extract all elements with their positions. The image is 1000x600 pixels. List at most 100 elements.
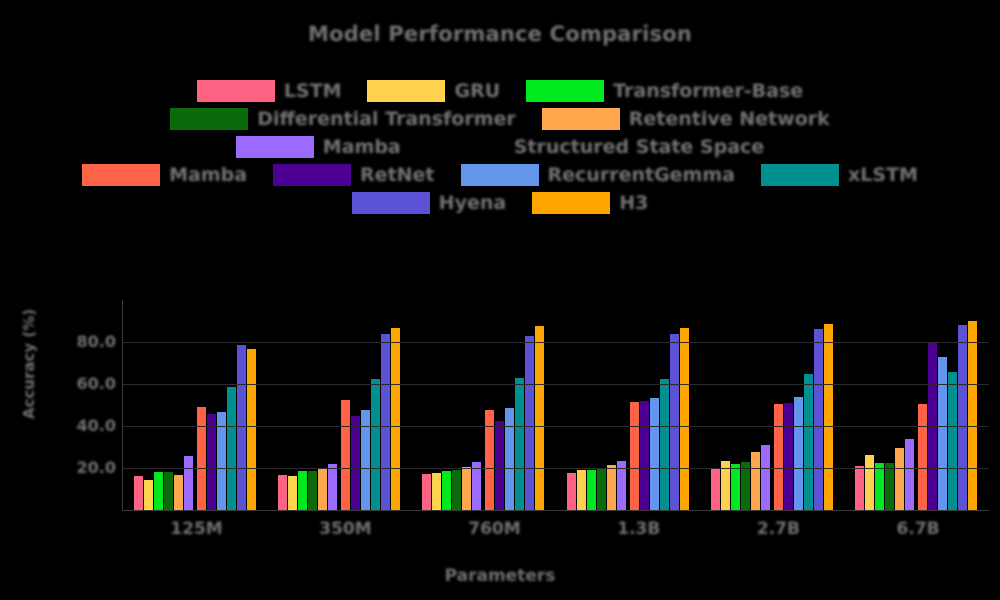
bar-group xyxy=(277,300,401,510)
bar xyxy=(360,410,370,510)
bar xyxy=(783,402,793,510)
legend-item[interactable]: Transformer-Base xyxy=(526,80,803,102)
bar-group xyxy=(710,300,834,510)
legend-swatch xyxy=(82,164,161,186)
legend-item[interactable]: RecurrentGemma xyxy=(460,164,735,186)
legend-swatch xyxy=(367,80,446,102)
bar xyxy=(905,438,915,510)
bar xyxy=(813,329,823,510)
bar xyxy=(206,414,216,510)
legend-row: Hyena H3 xyxy=(351,192,648,214)
legend-label: Structured State Space xyxy=(513,136,765,158)
bar xyxy=(566,473,576,510)
legend-swatch xyxy=(273,164,352,186)
legend-swatch xyxy=(526,80,605,102)
bar xyxy=(918,403,928,510)
gridline xyxy=(123,384,989,385)
bar xyxy=(350,415,360,510)
legend-label: LSTM xyxy=(283,80,342,102)
bar xyxy=(823,324,833,510)
legend-label: Mamba xyxy=(322,136,401,158)
bar xyxy=(143,479,153,510)
y-axis-ticks: 20.0 40.0 60.0 80.0 xyxy=(54,290,116,515)
legend-label: Hyena xyxy=(438,192,507,214)
gridline xyxy=(123,468,989,469)
legend-row: Differential Transformer Retentive Networ… xyxy=(170,108,830,130)
legend-item[interactable]: Structured State Space xyxy=(427,136,764,158)
bar xyxy=(505,408,515,510)
bar xyxy=(216,412,226,510)
bar xyxy=(793,396,803,510)
legend-label: Transformer-Base xyxy=(613,80,804,102)
legend-swatch xyxy=(351,192,430,214)
bar xyxy=(938,356,948,510)
bar xyxy=(679,328,689,510)
bar xyxy=(740,461,750,510)
bar xyxy=(297,471,307,510)
bar xyxy=(720,460,730,510)
bar xyxy=(639,400,649,510)
legend-item[interactable]: Hyena xyxy=(351,192,507,214)
bar xyxy=(442,471,452,510)
legend-label: GRU xyxy=(454,80,501,102)
bar xyxy=(596,469,606,510)
legend-label: Retentive Network xyxy=(628,108,830,130)
legend-label: RecurrentGemma xyxy=(547,164,735,186)
legend-swatch xyxy=(532,192,611,214)
bar xyxy=(855,465,865,510)
bar xyxy=(317,469,327,510)
legend-label: RetNet xyxy=(360,164,435,186)
bar xyxy=(183,456,193,510)
gridline xyxy=(123,426,989,427)
legend-label: Differential Transformer xyxy=(257,108,516,130)
bar xyxy=(390,328,400,510)
legend-item[interactable]: Mamba xyxy=(82,164,247,186)
legend-item[interactable]: RetNet xyxy=(273,164,435,186)
bar-group xyxy=(566,300,690,510)
bar xyxy=(803,373,813,510)
bar xyxy=(495,420,505,510)
bar xyxy=(629,401,639,510)
bar xyxy=(340,399,350,510)
bar xyxy=(730,463,740,510)
bar xyxy=(380,333,390,510)
y-axis-label: Accuracy (%) xyxy=(20,308,38,420)
bar xyxy=(586,470,596,510)
gridline xyxy=(123,342,989,343)
legend-item[interactable]: Mamba xyxy=(235,136,401,158)
bar xyxy=(948,372,958,510)
bar xyxy=(432,473,442,510)
legend-item[interactable]: xLSTM xyxy=(760,164,918,186)
bar xyxy=(287,475,297,510)
legend-item[interactable]: GRU xyxy=(367,80,500,102)
bar xyxy=(750,452,760,510)
legend-item[interactable]: Retentive Network xyxy=(541,108,830,130)
bar xyxy=(649,397,659,510)
legend-swatch xyxy=(170,108,249,130)
legend-item[interactable]: Differential Transformer xyxy=(170,108,516,130)
bar xyxy=(865,455,875,510)
bar xyxy=(875,462,885,510)
bar xyxy=(153,472,163,510)
bar xyxy=(616,460,626,510)
bar xyxy=(958,325,968,510)
bar xyxy=(659,378,669,510)
legend-swatch xyxy=(235,136,314,158)
bar-group xyxy=(422,300,545,510)
x-axis-ticks: 125M 350M 760M 1.3B 2.7B 6.7B xyxy=(122,519,988,539)
plot-area xyxy=(122,300,989,511)
legend-label: H3 xyxy=(619,192,649,214)
bar xyxy=(885,462,895,510)
bar xyxy=(173,475,183,510)
bar xyxy=(236,345,246,510)
bar-groups xyxy=(123,300,989,510)
legend-label: Mamba xyxy=(169,164,248,186)
y-tick-label: 60.0 xyxy=(76,374,116,393)
legend-item[interactable]: H3 xyxy=(532,192,648,214)
bar xyxy=(773,403,783,510)
bar xyxy=(472,461,482,510)
x-tick-label: 1.3B xyxy=(617,519,661,539)
legend-label: xLSTM xyxy=(847,164,918,186)
legend-item[interactable]: LSTM xyxy=(196,80,342,102)
x-tick-label: 760M xyxy=(468,519,521,539)
